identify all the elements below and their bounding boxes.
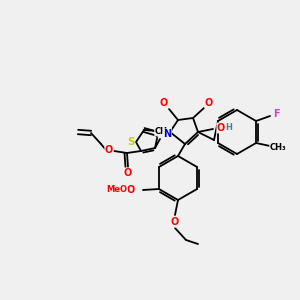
- Text: N: N: [163, 129, 171, 139]
- Text: O: O: [205, 98, 213, 108]
- Text: O: O: [127, 185, 135, 195]
- Text: S: S: [127, 137, 135, 147]
- Text: H: H: [226, 124, 232, 133]
- Text: MeO: MeO: [106, 185, 128, 194]
- Text: O: O: [160, 98, 168, 108]
- Text: O: O: [217, 123, 225, 133]
- Text: CH₃: CH₃: [155, 127, 171, 136]
- Text: F: F: [273, 109, 279, 119]
- Text: O: O: [124, 168, 132, 178]
- Text: N: N: [158, 127, 166, 137]
- Text: O: O: [171, 217, 179, 227]
- Text: CH₃: CH₃: [270, 142, 286, 152]
- Text: O: O: [105, 145, 113, 155]
